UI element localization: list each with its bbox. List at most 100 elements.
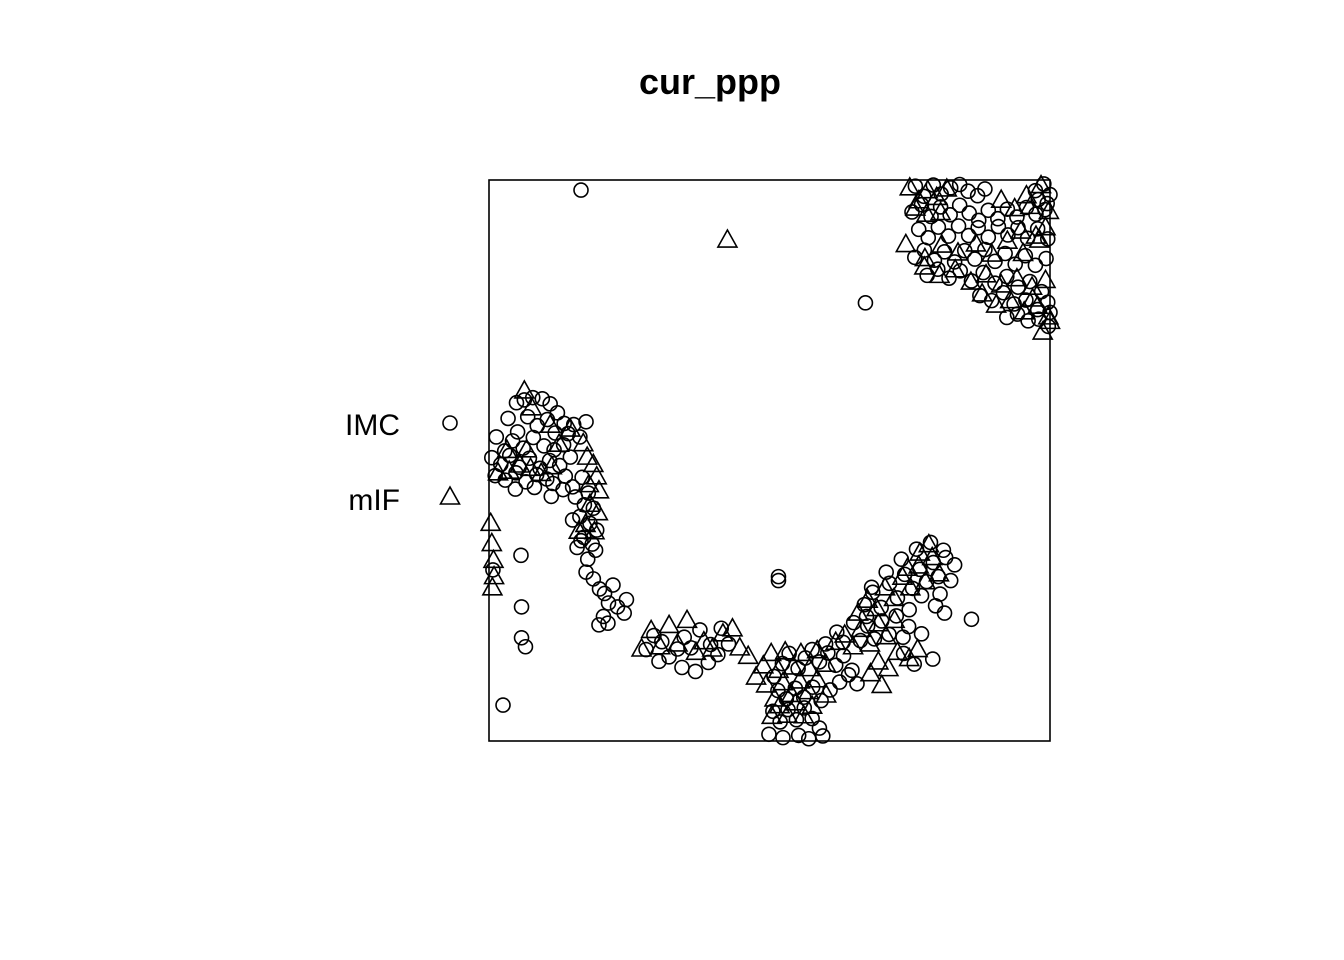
mif-point (588, 479, 610, 499)
imc-point (923, 208, 939, 225)
mif-point (498, 459, 521, 479)
imc-point (488, 429, 505, 445)
mif-point (530, 461, 553, 482)
imc-point (509, 424, 526, 440)
imc-point (519, 408, 536, 425)
imc-point (811, 720, 828, 736)
mif-point (685, 640, 707, 661)
legend-label-imc: IMC (345, 409, 400, 442)
chart-title: cur_ppp (639, 61, 781, 102)
imc-point (960, 183, 976, 200)
mif-point (481, 576, 504, 596)
imc-point (831, 674, 848, 690)
mif-point (1039, 309, 1061, 330)
imc-point (1000, 227, 1016, 243)
mif-point (630, 637, 653, 657)
mif-point (913, 255, 936, 275)
imc-point (504, 433, 521, 449)
mif-point (929, 200, 952, 221)
mif-point (755, 673, 777, 693)
mif-point (935, 177, 958, 197)
mif-point (1009, 219, 1032, 239)
imc-point (942, 180, 959, 196)
imc-point (932, 199, 949, 215)
mif-point (496, 438, 518, 459)
imc-point (579, 551, 596, 568)
mif-point (867, 650, 890, 670)
mif-point (515, 438, 538, 458)
imc-point (485, 562, 501, 578)
imc-point (573, 532, 589, 549)
mif-point (930, 233, 953, 253)
mif-point (782, 655, 804, 675)
mif-point (917, 533, 940, 553)
mif-point (583, 520, 606, 540)
imc-point (564, 479, 581, 495)
imc-point (513, 547, 529, 564)
mif-point (883, 586, 905, 607)
mif-point (906, 637, 929, 658)
imc-point (713, 620, 730, 637)
legend-label-mif: mIF (348, 484, 400, 517)
mif-point (728, 636, 751, 656)
imc-point (913, 587, 930, 604)
imc-point (770, 572, 787, 589)
mif-point (788, 669, 811, 689)
mif-point (1028, 228, 1051, 248)
imc-point (500, 410, 516, 427)
imc-point (901, 601, 917, 618)
imc-point (906, 656, 923, 672)
imc-point (596, 585, 613, 602)
imc-point (814, 728, 831, 744)
mif-point (875, 625, 898, 645)
mif-point (867, 612, 890, 632)
imc-point (790, 660, 806, 677)
imc-point (653, 633, 670, 650)
mif-point (658, 613, 680, 634)
imc-point (1009, 209, 1025, 225)
mif-point (760, 641, 783, 662)
imc-point (1042, 304, 1058, 321)
imc-point (578, 413, 594, 430)
imc-point (935, 542, 952, 559)
mif-point (896, 556, 919, 577)
mif-point (990, 188, 1013, 208)
imc-point (562, 449, 579, 465)
imc-point (775, 729, 791, 746)
mif-point (767, 658, 790, 679)
imc-point (770, 568, 787, 585)
mif-point (482, 548, 505, 569)
mif-point (649, 635, 671, 655)
mif-point (519, 456, 542, 477)
mif-point (850, 617, 872, 638)
mif-point (877, 656, 900, 677)
mif-point (908, 541, 931, 561)
mif-point (859, 632, 881, 652)
imc-point (952, 263, 969, 279)
mif-point (640, 618, 662, 639)
mif-point (1021, 287, 1044, 307)
mif-point (772, 671, 794, 691)
mif-point (960, 270, 982, 290)
mif-point (980, 242, 1003, 262)
imc-point (573, 182, 589, 198)
mif-point (1034, 216, 1057, 236)
mif-point (752, 654, 775, 674)
mif-point (572, 432, 595, 452)
mif-point (870, 673, 893, 694)
imc-point (700, 654, 717, 671)
imc-point (987, 275, 1003, 292)
imc-point (572, 429, 588, 445)
imc-point (990, 210, 1006, 227)
imc-point (587, 542, 604, 559)
mif-point (1031, 320, 1054, 340)
imc-point (1018, 292, 1034, 308)
imc-point (977, 181, 993, 197)
mif-point (806, 668, 829, 688)
mif-point (928, 263, 951, 284)
mif-point (975, 263, 997, 283)
imc-point (1022, 273, 1038, 290)
mif-point (801, 694, 823, 715)
imc-point (674, 659, 690, 676)
